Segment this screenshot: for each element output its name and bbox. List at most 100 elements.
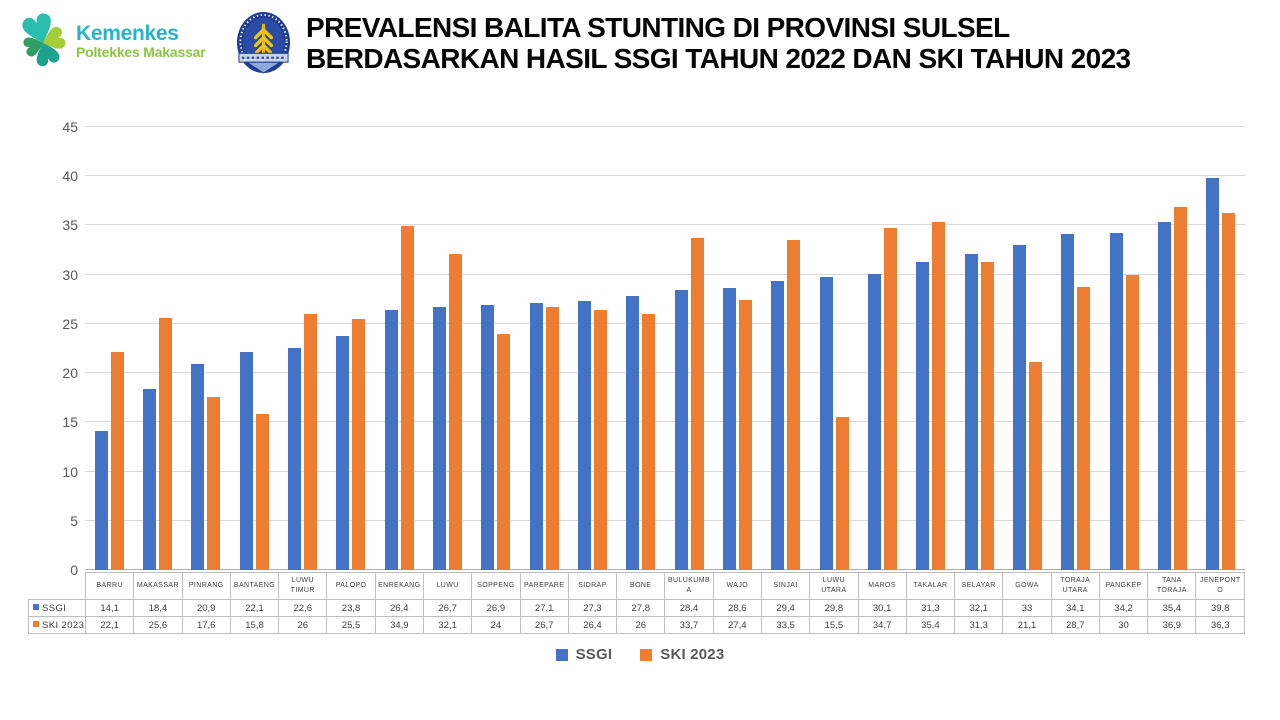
category-header-cell: BULUKUMBA — [664, 572, 714, 600]
value-cell: 26,9 — [471, 599, 521, 617]
category-slot — [133, 127, 181, 570]
value-cell: 29,4 — [760, 599, 811, 617]
y-axis-tick-label: 30 — [62, 266, 78, 283]
bar-ssgi — [771, 280, 785, 570]
category-header-cell: LUWU TIMUR — [278, 572, 328, 600]
bar-ssgi — [287, 347, 301, 570]
category-header-cell: SINJAI — [760, 572, 811, 600]
gridline — [85, 322, 1245, 324]
table-series-row: SSGI 14,1 18,4 20,9 22,1 22,6 23,8 26,4 26,7 26,9… — [28, 599, 1245, 617]
page-title: PREVALENSI BALITA STUNTING DI PROVINSI S… — [306, 12, 1136, 74]
bar-ski-2023 — [158, 317, 172, 570]
bar-ssgi — [336, 335, 350, 570]
category-header-cell: BANTAENG — [229, 572, 280, 600]
poltekkes-emblem-icon — [236, 12, 291, 74]
category-slot — [810, 127, 858, 570]
y-axis-tick-label: 25 — [62, 315, 78, 332]
bar-ssgi — [964, 254, 978, 570]
gridline — [85, 175, 1245, 177]
bar-ssgi — [529, 303, 543, 570]
bar-ski-2023 — [1077, 287, 1091, 570]
bar-slots — [85, 127, 1245, 570]
category-header-cell: JENEPONTO — [1195, 572, 1245, 600]
category-header-cell: GOWA — [1002, 572, 1052, 600]
value-cell: 27,4 — [712, 616, 762, 634]
y-axis: 0 5 10 15 20 25 30 35 40 45 — [38, 120, 78, 577]
value-cell: 22,6 — [278, 599, 328, 617]
y-axis-tick-label: 45 — [62, 119, 78, 135]
value-cell: 14,1 — [84, 599, 135, 617]
value-cell: 32,1 — [954, 599, 1004, 617]
series-key-swatch — [33, 621, 39, 628]
gridline — [85, 126, 1245, 127]
legend-swatch-ssgi — [555, 648, 568, 661]
value-cell: 31,3 — [954, 616, 1004, 634]
category-header-cell: SIDRAP — [567, 572, 618, 600]
category-slot — [568, 127, 616, 570]
table-category-row: BARRU MAKASSAR PINRANG BANTAENG LUWU TIMUR PA… — [29, 572, 1245, 600]
value-cell: 15,8 — [229, 616, 280, 634]
category-slot — [182, 127, 230, 570]
bar-ssgi — [916, 261, 930, 570]
value-cell: 28,7 — [1050, 616, 1100, 634]
value-cell: 22,1 — [84, 616, 135, 634]
bar-ski-2023 — [883, 228, 897, 570]
bar-ssgi — [1157, 221, 1171, 570]
value-cell: 20,9 — [181, 599, 231, 617]
gridline — [85, 372, 1245, 374]
bar-ssgi — [481, 305, 495, 570]
bar-ski-2023 — [690, 238, 704, 570]
value-cell: 17,6 — [181, 616, 231, 634]
category-header-cell: BONE — [616, 572, 666, 600]
bar-ski-2023 — [787, 240, 801, 570]
page-title-line1: PREVALENSI BALITA STUNTING DI PROVINSI S… — [306, 12, 1010, 43]
value-cell: 30,1 — [857, 599, 907, 617]
value-cell: 35,4 — [905, 616, 956, 634]
value-cell: 26,4 — [374, 599, 424, 617]
bar-ssgi — [674, 290, 688, 570]
category-slot — [472, 127, 520, 570]
category-header-cell: PINRANG — [181, 572, 231, 600]
value-cell: 33,7 — [664, 616, 714, 634]
category-slot — [85, 127, 133, 570]
category-slot — [713, 127, 761, 570]
value-cell: 26,7 — [519, 616, 569, 634]
bar-ssgi — [722, 288, 736, 570]
bar-ssgi — [1061, 234, 1075, 570]
category-header-cell: LUWU UTARA — [809, 572, 859, 600]
category-slot — [520, 127, 568, 570]
gridline — [85, 224, 1245, 226]
category-slot — [1003, 127, 1051, 570]
legend-swatch-ski2023 — [640, 648, 653, 661]
value-cell: 18,4 — [133, 599, 183, 617]
category-slot — [278, 127, 326, 570]
gridline — [85, 519, 1245, 521]
bar-ski-2023 — [1125, 274, 1139, 570]
value-cell: 27,3 — [567, 599, 618, 617]
category-slot — [1100, 127, 1148, 570]
category-header-cell: LUWU — [422, 572, 473, 600]
gridline — [85, 421, 1245, 423]
gridline — [85, 470, 1245, 472]
bar-ssgi — [819, 276, 833, 570]
category-header-cell: ENREKANG — [374, 572, 424, 600]
bar-ssgi — [1109, 233, 1123, 570]
bar-ski-2023 — [110, 352, 124, 570]
bar-ski-2023 — [932, 221, 946, 570]
value-cell: 24 — [471, 616, 521, 634]
series-key-swatch — [33, 604, 39, 611]
value-cell: 27,1 — [519, 599, 569, 617]
value-cell: 34,1 — [1050, 599, 1100, 617]
y-axis-tick-label: 40 — [62, 168, 78, 185]
value-cell: 36,9 — [1147, 616, 1197, 634]
category-header-cell: SELAYAR — [954, 572, 1004, 600]
value-cell: 23,8 — [326, 599, 376, 617]
bar-ssgi — [94, 431, 108, 570]
value-cell: 34,7 — [857, 616, 907, 634]
category-header-cell: BARRU — [84, 572, 135, 600]
bar-ssgi — [577, 301, 591, 570]
category-slot — [762, 127, 810, 570]
category-header-cell: MAROS — [857, 572, 907, 600]
value-cell: 22,1 — [229, 599, 280, 617]
legend-label-ssgi: SSGI — [575, 646, 613, 663]
